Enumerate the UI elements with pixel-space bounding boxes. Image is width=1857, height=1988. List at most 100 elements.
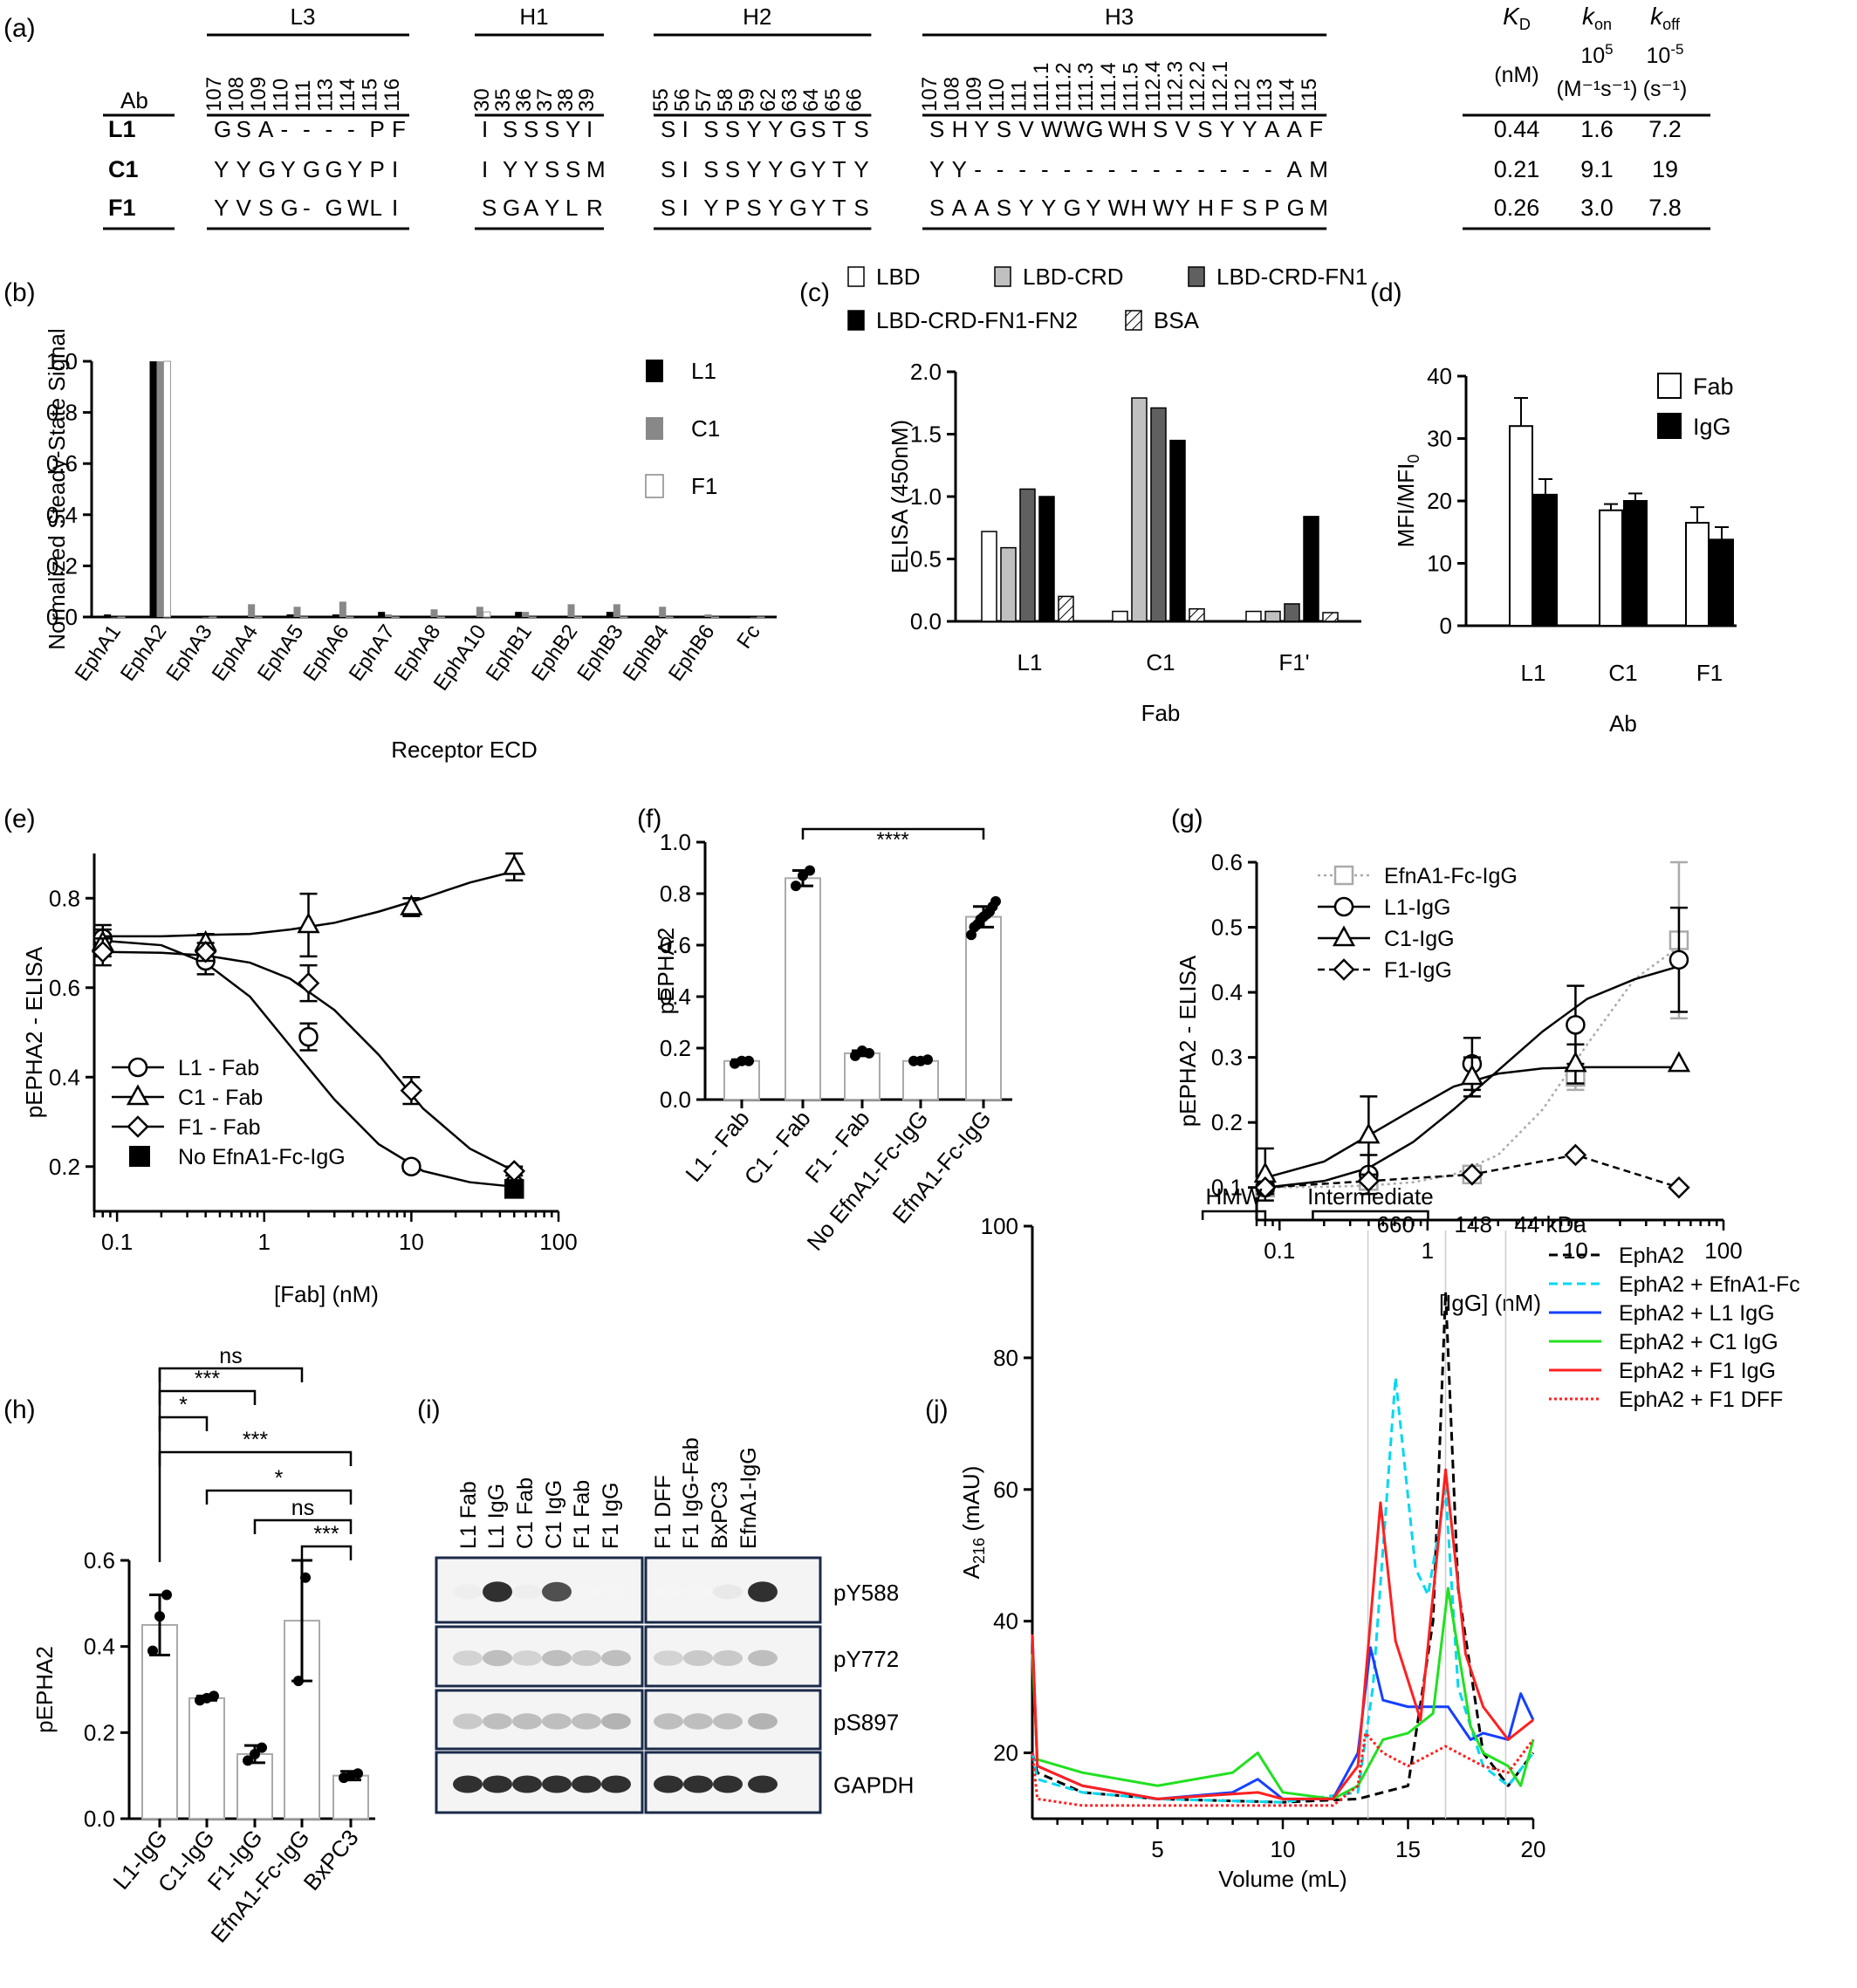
bar-BSA	[1322, 612, 1339, 622]
residue: S	[703, 116, 718, 142]
y-axis-label: pEPHA2 - ELISA	[1175, 955, 1201, 1127]
x-tick-label: L1	[1018, 649, 1043, 675]
x-tick-label: 10	[399, 1229, 424, 1255]
kd-value: 0.44	[1494, 116, 1540, 142]
panel-g-igg-dose-chart: 0.1 0.2 0.3 0.4 0.5 0.6 0.1 1 10 100 pEPHA2 - ELIS…	[1175, 849, 1743, 1316]
bar-F1	[391, 616, 400, 618]
legend-label: Fab	[1693, 374, 1734, 400]
band	[512, 1584, 542, 1600]
residue: L	[565, 195, 578, 221]
residue: -	[1153, 156, 1161, 182]
residue: P	[1264, 195, 1279, 221]
sec-trace	[1031, 1634, 1535, 1800]
residue: S	[482, 195, 497, 221]
x-tick-label: 0.1	[1264, 1237, 1295, 1264]
lane-label: BxPC3	[708, 1481, 732, 1549]
residue: M	[1309, 156, 1328, 182]
x-tick-label: 10	[1563, 1237, 1588, 1264]
residue: P	[370, 156, 385, 182]
band	[483, 1775, 512, 1793]
x-axis-label: [IgG] (nM)	[1439, 1290, 1541, 1316]
ab-name: L1	[108, 116, 136, 142]
bar-LBD	[1245, 610, 1262, 622]
bar-C1	[111, 617, 119, 618]
residue: Y	[768, 156, 783, 182]
residue: I	[392, 156, 398, 182]
residue: W	[347, 195, 369, 221]
x-axis-label: Ab	[1609, 710, 1637, 737]
koff-unit: (s⁻¹)	[1643, 77, 1688, 101]
bar-F1	[574, 616, 582, 618]
band	[453, 1584, 483, 1600]
position-label: 30	[470, 88, 494, 112]
bar-L1	[515, 612, 523, 617]
bar-L1	[743, 617, 750, 618]
data-point	[743, 1055, 754, 1066]
y-axis-label: MFI/MFI0	[1393, 455, 1422, 548]
residue: G	[325, 195, 343, 221]
bar-L1	[423, 617, 431, 618]
bar-Fab	[1685, 522, 1710, 627]
x-tick-label: C1	[1146, 649, 1175, 675]
y-tick-label: 0.8	[660, 881, 691, 907]
region-bracket	[1312, 1210, 1429, 1220]
position-label: 112.4	[1141, 61, 1165, 112]
y-tick-label: 0.4	[660, 984, 691, 1010]
residue: F	[392, 116, 406, 142]
bar-LBD-CRD	[1264, 610, 1281, 622]
panel-label-h: (h)	[3, 1395, 36, 1424]
residue: S	[545, 116, 559, 142]
bar-L1	[332, 614, 339, 617]
residue: S	[725, 156, 740, 182]
residue: Y	[524, 156, 538, 182]
lane-label: C1 IgG	[542, 1480, 566, 1549]
x-tick-label: EphA4	[208, 620, 263, 686]
kinetics-header: koff	[1650, 3, 1681, 33]
bar-Fab	[1509, 425, 1533, 627]
band	[512, 1650, 542, 1666]
x-tick-label: EphB1	[482, 620, 537, 686]
y-tick-label: 0.0	[660, 1087, 691, 1113]
y-tick-label: 0.8	[46, 400, 78, 426]
bar	[723, 1059, 760, 1100]
bar-IgG	[1710, 538, 1734, 627]
x-axis-label: Receptor ECD	[391, 737, 538, 763]
residue: S	[1197, 116, 1212, 142]
x-axis-label: Fab	[1141, 700, 1181, 726]
bar-L1	[378, 612, 386, 617]
y-tick-label: 0	[1440, 613, 1452, 639]
residue: F	[1309, 116, 1323, 142]
residue: A	[258, 116, 274, 142]
position-label: 39	[575, 88, 599, 112]
residue: -	[1130, 156, 1138, 182]
panel-d-mfi-chart: 0 10 20 30 40 L1 C1 F1 MFI/MFI0 Ab Fab IgG	[1393, 363, 1737, 737]
bar-L1	[286, 614, 294, 617]
position-label: 109	[247, 77, 271, 112]
bar	[188, 1697, 225, 1820]
legend-label: L1	[691, 358, 716, 384]
band	[512, 1775, 542, 1793]
y-tick-label: 1.0	[660, 829, 691, 855]
bar-C1	[156, 361, 164, 617]
bar-LBD-CRD	[1000, 546, 1017, 622]
residue: G	[303, 156, 320, 182]
legend-label: EphA2 + C1 IgG	[1619, 1330, 1778, 1354]
region-label: Intermediate	[1307, 1183, 1434, 1210]
residue: G	[790, 195, 807, 221]
x-tick-label: BxPC3	[298, 1825, 364, 1895]
band	[748, 1581, 778, 1602]
y-tick-label: 0.5	[1211, 915, 1243, 941]
ab-name: C1	[108, 156, 139, 182]
lane-label: L1 IgG	[484, 1484, 509, 1549]
y-tick-label: 10	[1427, 551, 1452, 577]
significance-bracket	[253, 1518, 353, 1534]
significance-bracket	[300, 1545, 353, 1560]
y-tick-label: 0.0	[46, 604, 78, 630]
residue: T	[833, 156, 846, 182]
legend-swatch	[1188, 266, 1205, 287]
y-tick-label: 0.2	[46, 552, 78, 579]
bar-LBD	[1112, 610, 1128, 622]
legend-label: EphA2 + EfnA1-Fc	[1619, 1272, 1800, 1297]
residue: Y	[1041, 195, 1056, 221]
